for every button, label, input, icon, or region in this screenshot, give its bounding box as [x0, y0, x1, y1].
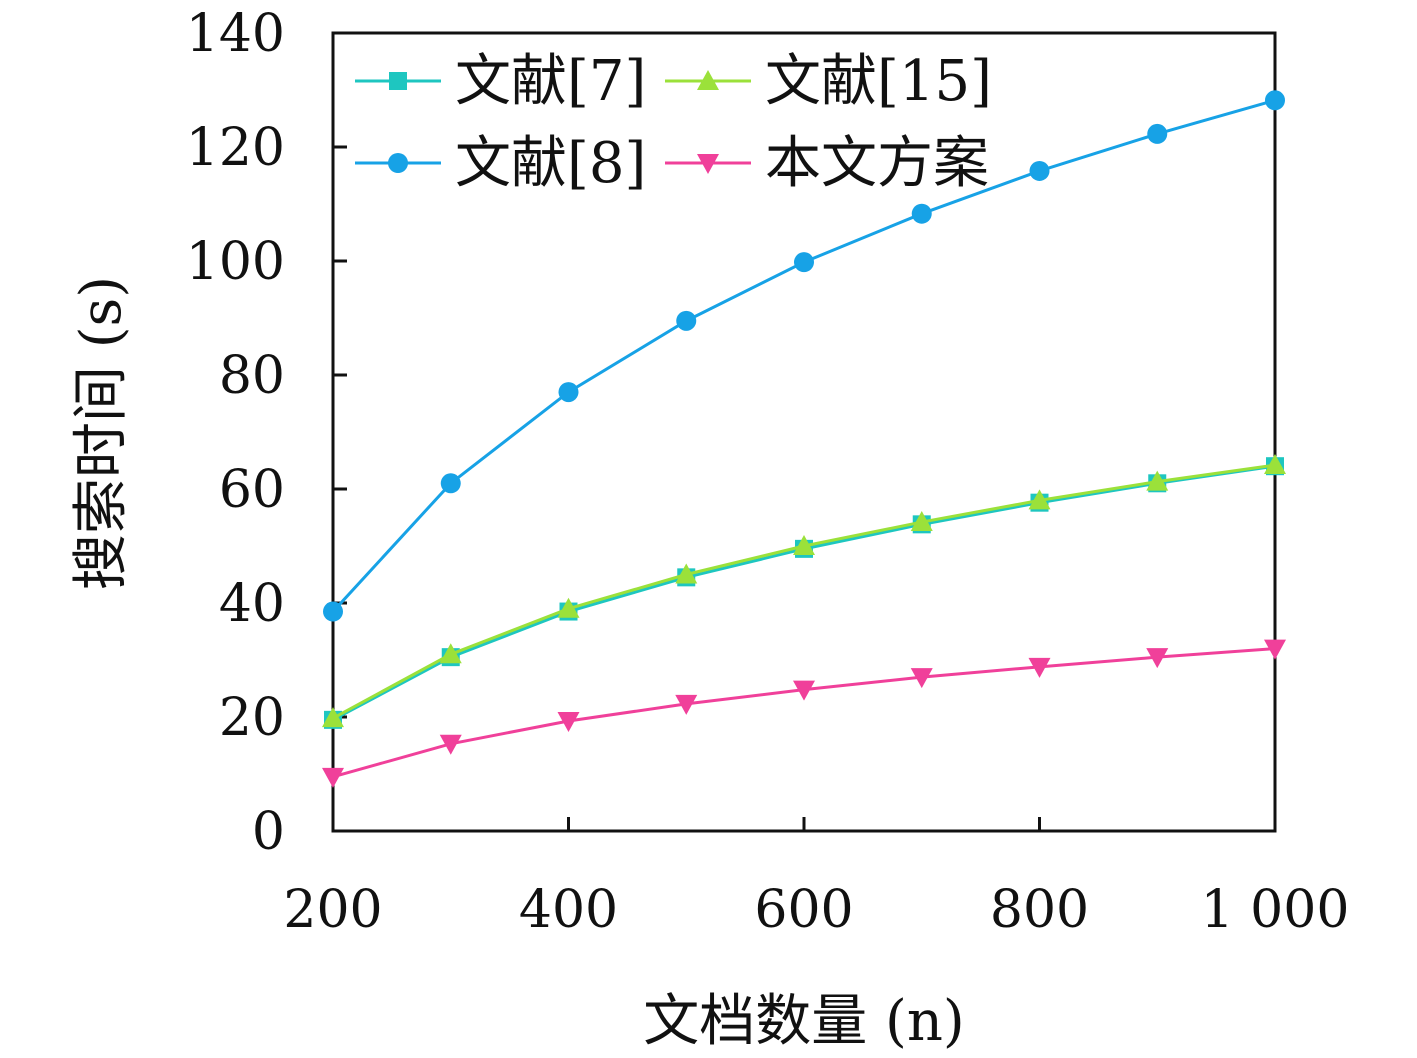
data-point [910, 511, 933, 532]
data-point [440, 473, 461, 494]
data-point [697, 154, 719, 174]
data-point [1147, 123, 1168, 144]
series-line [332, 463, 1276, 720]
legend-entry: 文献[7] [355, 49, 646, 114]
legend-entry: 文献[8] [355, 131, 646, 196]
data-point [389, 72, 407, 90]
data-point [675, 694, 698, 715]
data-point [323, 601, 343, 622]
data-point [793, 535, 815, 555]
data-point [557, 711, 580, 732]
legend: 文献[7] 文献[15] 文献[8] 本文方案 [355, 49, 992, 196]
y-tick-label: 0 [252, 802, 285, 862]
series-layer [322, 90, 1286, 788]
legend-label: 本文方案 [765, 131, 989, 196]
series-group [323, 90, 1285, 622]
x-tick-label: 1 000 [1201, 880, 1350, 940]
data-point [675, 563, 698, 584]
data-point [439, 734, 462, 755]
data-point [910, 668, 933, 689]
data-point [557, 597, 580, 618]
series-group [322, 639, 1286, 788]
legend-entry: 本文方案 [665, 131, 989, 196]
data-point [1028, 657, 1051, 678]
x-tick-label: 400 [519, 880, 618, 940]
data-point [1264, 639, 1286, 660]
data-point [697, 70, 719, 90]
legend-label: 文献[8] [455, 131, 646, 196]
legend-entry: 文献[15] [665, 49, 992, 114]
data-point [388, 153, 408, 173]
legend-label: 文献[7] [455, 49, 646, 114]
data-point [322, 707, 344, 728]
data-point [793, 680, 815, 701]
legend-label: 文献[15] [765, 49, 992, 114]
data-point [439, 643, 462, 664]
series-line [332, 647, 1276, 779]
x-tick-label: 600 [754, 880, 853, 940]
data-point [1264, 454, 1286, 475]
data-point [676, 310, 697, 331]
data-point [558, 382, 579, 403]
y-tick-label: 20 [219, 688, 285, 748]
x-tick-label: 800 [990, 880, 1089, 940]
data-point [911, 203, 932, 224]
y-tick-label: 120 [186, 118, 285, 178]
y-tick-label: 60 [219, 460, 285, 520]
x-axis-title: 文档数量 (n) [643, 989, 965, 1054]
y-tick-label: 40 [219, 574, 285, 634]
data-point [1029, 160, 1050, 181]
y-tick-label: 100 [186, 232, 285, 292]
y-axis-title: 搜索时间 (s) [69, 276, 134, 590]
data-point [1265, 90, 1285, 111]
ticks-layer: 0 20 40 60 80 100 120 140 200 400 600 800 1 000 [186, 4, 1350, 940]
series-group [322, 454, 1286, 728]
data-point [1146, 470, 1169, 491]
y-tick-label: 80 [219, 346, 285, 406]
y-tick-label: 140 [186, 4, 285, 64]
data-point [322, 767, 344, 788]
data-point [1146, 648, 1169, 669]
data-point [794, 252, 814, 273]
data-point [1028, 489, 1051, 510]
x-tick-label: 200 [283, 880, 382, 940]
